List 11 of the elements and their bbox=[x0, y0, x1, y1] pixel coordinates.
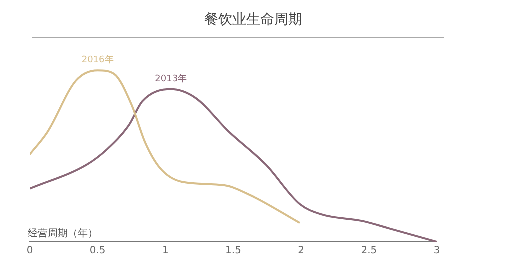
x-axis-title: 经营周期（年） bbox=[28, 228, 98, 240]
x-tick-label: 1.5 bbox=[226, 246, 242, 257]
x-tick-label: 2 bbox=[298, 246, 305, 257]
x-tick-label: 2.5 bbox=[361, 246, 378, 257]
x-tick-label: 0 bbox=[26, 246, 34, 257]
x-tick-label: 3 bbox=[434, 246, 440, 257]
series-label: 2013年 bbox=[155, 73, 188, 84]
series-label: 2016年 bbox=[82, 54, 114, 66]
x-tick-label: 1 bbox=[162, 246, 169, 257]
x-tick-label: 0.5 bbox=[90, 246, 106, 257]
chart-title: 餐饮业生命周期 bbox=[204, 11, 304, 30]
